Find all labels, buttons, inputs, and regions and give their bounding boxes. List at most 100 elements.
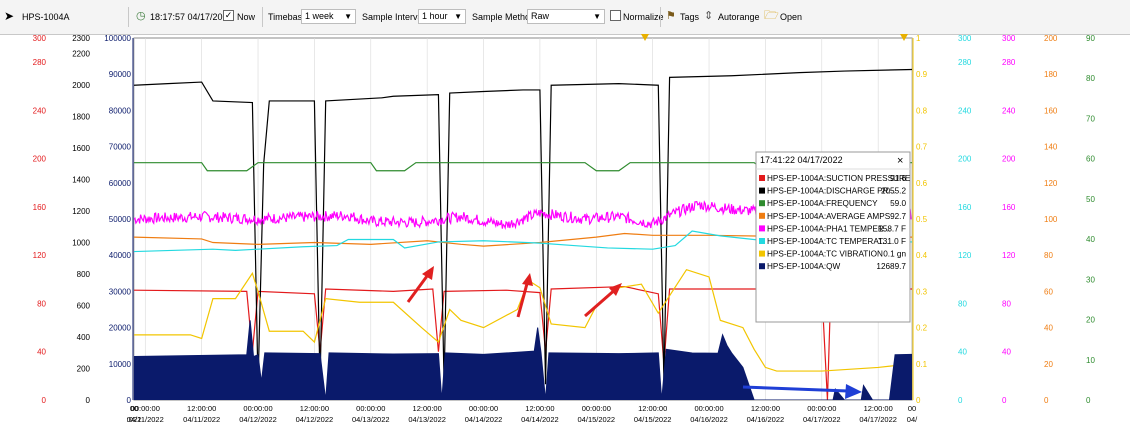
right-axis-tick-label: 10	[1086, 356, 1095, 365]
tooltip-series-name: HPS-EP-1004A:QW	[767, 262, 841, 271]
tooltip-series-name: HPS-EP-1004A:PHA1 TEMPER...	[767, 224, 891, 233]
right-axis-tick-label: 120	[1002, 251, 1016, 260]
trend-chart[interactable]: 3002802402001601208040023002200200018001…	[0, 34, 1130, 432]
sample-method-select[interactable]: Raw ▼	[527, 9, 605, 24]
tooltip-series-value: 0.1 gn	[883, 250, 906, 259]
right-axis-tick-label: 0.8	[916, 106, 928, 115]
timebase-select[interactable]: 1 week ▼	[301, 9, 356, 24]
right-axis-tick-label: 40	[1044, 324, 1053, 333]
cursor-marker-right[interactable]	[900, 34, 908, 41]
autorange-button[interactable]: Autorange	[718, 12, 760, 22]
right-axis-tick-label: 0.5	[916, 215, 928, 224]
right-axis-tick-label: 80	[958, 299, 967, 308]
left-axis-tick-label: 80000	[109, 106, 132, 115]
right-axis-tick-label: 180	[1044, 70, 1058, 79]
right-axis-tick-label: 200	[1002, 155, 1016, 164]
tooltip-series-value: 91.6	[890, 174, 906, 183]
tooltip-swatch	[759, 187, 765, 194]
left-axis-tick-label: 30000	[109, 287, 132, 296]
tooltip-swatch	[759, 225, 765, 232]
right-axis-tick-label: 0.1	[916, 360, 928, 369]
left-axis-tick-label: 70000	[109, 143, 132, 152]
tooltip-swatch	[759, 175, 765, 181]
left-axis-tick-label: 280	[33, 58, 47, 67]
left-axis-tick-label: 160	[33, 203, 47, 212]
tooltip-series-name: HPS-EP-1004A:DISCHARGE PR...	[767, 187, 895, 196]
left-axis-tick-label: 10000	[109, 360, 132, 369]
right-axis-tick-label: 50	[1086, 195, 1095, 204]
series-line	[134, 230, 912, 253]
x-tick-date: 04/13/2022	[408, 415, 446, 424]
series-line	[134, 232, 912, 247]
right-axis-tick-label: 60	[1044, 287, 1053, 296]
right-axis-tick-label: 30	[1086, 275, 1095, 284]
tags-icon: ⚑	[666, 10, 676, 22]
left-axis-tick-label: 1200	[72, 207, 90, 216]
right-axis-tick-label: 140	[1044, 143, 1058, 152]
x-tick-label: 00:00:00	[469, 404, 498, 413]
left-axis-tick-label: 120	[33, 251, 47, 260]
left-axis-tick-label: 40	[37, 348, 46, 357]
x-tick-label: 12:00:00	[300, 404, 329, 413]
now-label: Now	[237, 12, 256, 22]
right-axis-tick-label: 120	[958, 251, 972, 260]
separator	[660, 7, 661, 27]
timebase-label: Timebase:	[268, 12, 310, 22]
normalize-label: Normalize	[623, 12, 664, 22]
sample-interval-value: 1 hour	[422, 11, 448, 21]
right-axis-tick-label: 80	[1086, 74, 1095, 83]
current-time[interactable]: 18:17:57 04/17/2022	[150, 12, 233, 22]
sample-interval-select[interactable]: 1 hour ▼	[418, 9, 466, 24]
tooltip-time: 17:41:22 04/17/2022	[760, 155, 843, 165]
x-tick-date: 04/15/2022	[578, 415, 616, 424]
tags-button[interactable]: Tags	[680, 12, 700, 22]
right-axis-tick-label: 40	[958, 348, 967, 357]
folder-icon: 🗁	[764, 8, 779, 22]
right-axis-tick-label: 80	[1044, 251, 1053, 260]
left-axis-tick-label: 200	[77, 365, 91, 374]
x-tick-date: :022	[127, 415, 142, 424]
left-axis-tick-label: 1600	[72, 144, 90, 153]
annotation-arrows	[406, 266, 862, 399]
normalize-checkbox[interactable]	[610, 10, 621, 21]
red-arrow-head	[422, 266, 434, 280]
x-tick-date: 04/16/2022	[690, 415, 728, 424]
right-axis-tick-label: 160	[1002, 203, 1016, 212]
right-axis-tick-label: 240	[1002, 106, 1016, 115]
open-button[interactable]: Open	[780, 12, 803, 22]
right-axis-tick-label: 80	[1002, 299, 1011, 308]
right-axis-tick-label: 1	[916, 34, 921, 43]
close-icon[interactable]: ×	[897, 155, 903, 167]
now-checkbox[interactable]: ✓	[223, 10, 234, 21]
left-axis-tick-label: 40000	[109, 251, 132, 260]
x-tick-date: 04/17/2022	[803, 415, 841, 424]
right-axis-tick-label: 0.2	[916, 324, 928, 333]
x-tick-label: 00	[908, 404, 916, 413]
data-tooltip[interactable]: 17:41:22 04/17/2022 × HPS-EP-1004A:SUCTI…	[755, 151, 911, 323]
tooltip-series-value: 92.7	[890, 212, 906, 221]
left-axis-tick-label: 1400	[72, 176, 90, 185]
left-axis-tick-label: 100000	[104, 34, 131, 43]
axes: 3002802402001601208040023002200200018001…	[33, 34, 1096, 405]
x-tick-date: 04/11/2022	[127, 415, 164, 424]
tooltip-series-value: 131.0 F	[878, 237, 906, 246]
right-axis-tick-label: 300	[1002, 34, 1016, 43]
x-tick-label: 00:00:00	[807, 404, 836, 413]
right-axis-tick-label: 200	[1044, 34, 1058, 43]
chevron-down-icon: ▼	[454, 12, 462, 21]
right-axis-tick-label: 200	[958, 155, 972, 164]
tooltip-series-value: 59.0	[890, 199, 906, 208]
tooltip-box	[755, 151, 911, 323]
cursor-marker-left[interactable]	[641, 34, 649, 41]
left-axis-tick-label: 400	[77, 333, 91, 342]
red-arrow	[516, 279, 530, 318]
x-tick-date: 04/15/2022	[634, 415, 672, 424]
x-tick-date: 04/12/2022	[296, 415, 334, 424]
right-axis-tick-label: 0	[958, 396, 963, 405]
left-axis-tick-label: 90000	[109, 70, 132, 79]
series-group	[134, 68, 912, 400]
x-tick-date: 04/14/2022	[521, 415, 559, 424]
left-axis-tick-label: 600	[77, 302, 91, 311]
x-tick-label: 00:00:00	[131, 404, 160, 413]
sample-interval-label: Sample Interval:	[362, 12, 428, 22]
